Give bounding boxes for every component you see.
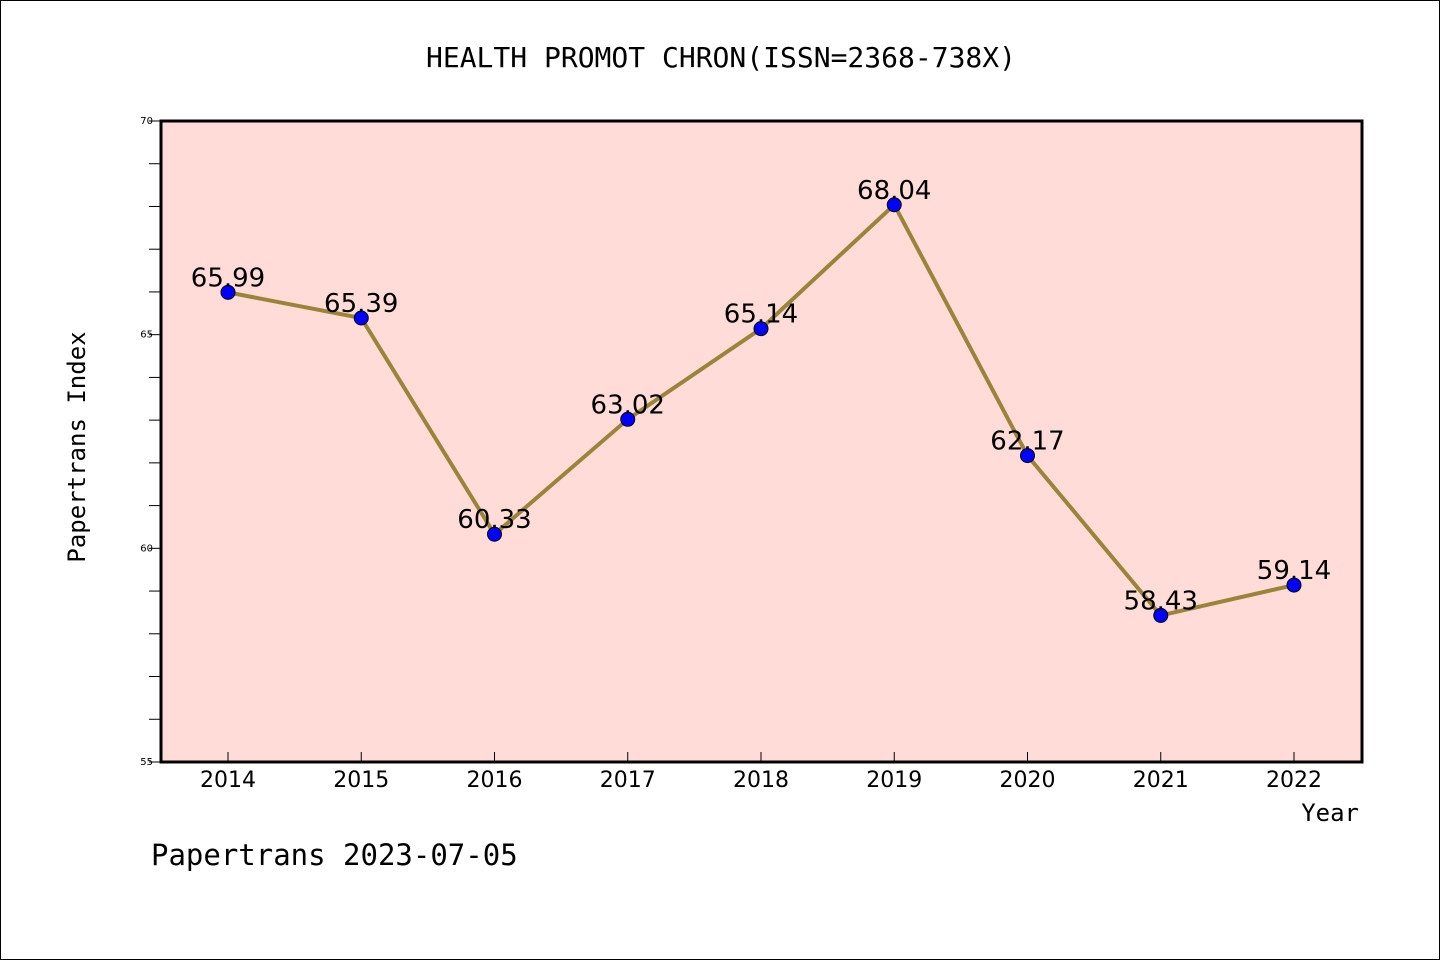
data-point [620,411,636,427]
y-axis-label: Papertrans Index [63,331,91,562]
x-axis-label: Year [1301,799,1359,827]
data-point [1020,448,1035,464]
y-tick-label: 70 [140,116,153,127]
x-tick-label: 2021 [1133,768,1189,793]
y-tick-label: 55 [140,757,153,768]
x-axis-ticks: 2014 2015 2016 2017 2018 2019 2020 2021 2022 [200,752,1322,793]
data-point [487,526,502,542]
data-label: 65.14 [724,300,798,330]
x-tick-label: 2018 [733,768,789,793]
x-tick-label: 2016 [467,768,523,793]
data-point [1153,607,1169,623]
x-tick-label: 2022 [1266,768,1322,793]
data-point [1286,577,1302,593]
plot-border [159,119,1364,764]
y-tick-label: 60 [140,543,153,554]
data-label: 65.39 [324,289,398,319]
y-axis-ticks: 55 60 65 70 [140,116,161,768]
x-tick-label: 2014 [200,768,256,793]
data-point [220,284,236,300]
data-label: 59.14 [1257,556,1331,586]
data-label: 60.33 [457,505,531,535]
data-point [353,310,369,326]
data-label: 68.04 [857,176,931,206]
data-label: 63.02 [591,390,665,420]
data-label: 65.99 [191,263,265,293]
data-point [886,197,902,213]
chart-title: HEALTH PROMOT CHRON(ISSN=2368-738X) [426,41,1016,74]
x-tick-label: 2020 [1000,768,1056,793]
plot-area [161,121,1362,762]
y-tick-label: 65 [140,330,153,341]
data-labels: 65.99 65.39 60.33 63.02 65.14 68.04 62.17 58.43… [191,176,1331,617]
data-label: 62.17 [990,427,1064,457]
data-label: 58.43 [1124,586,1198,616]
data-point [753,321,769,337]
x-tick-label: 2017 [600,768,656,793]
footer-credit: Papertrans 2023-07-05 [151,838,518,872]
x-tick-label: 2019 [866,768,922,793]
series-markers [220,197,1302,623]
x-tick-label: 2015 [333,768,389,793]
